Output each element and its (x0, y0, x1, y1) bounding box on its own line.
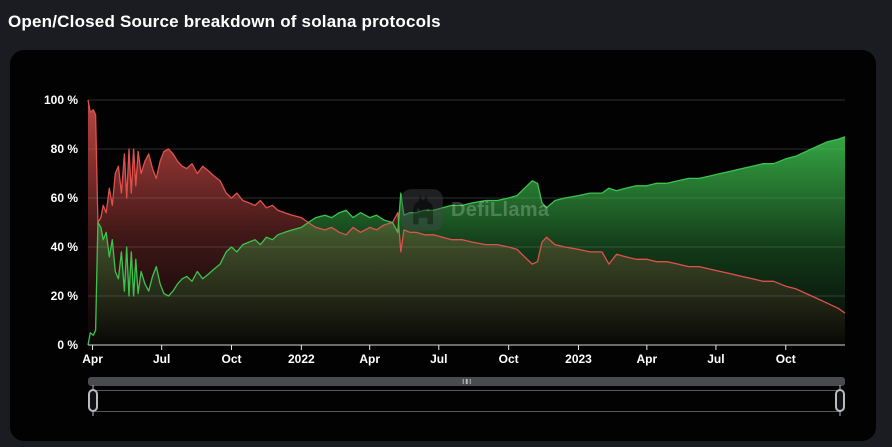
y-axis-tick-label: 100 % (44, 93, 78, 107)
x-axis-tick-label: Jul (153, 352, 170, 366)
x-axis-tick-label: Apr (82, 352, 103, 366)
x-axis-tick-label: Jul (707, 352, 724, 366)
x-axis-tick-label: Apr (636, 352, 657, 366)
y-axis-tick-label: 40 % (51, 240, 79, 254)
line-closed-source (87, 99, 846, 314)
x-axis-tick-label: Apr (359, 352, 380, 366)
zoom-handle-right[interactable] (835, 389, 845, 412)
chart-svg[interactable]: Apr Jul Oct 2022 Apr Jul Oct 2023 Apr Jul Oct 0 % 20… (10, 50, 876, 372)
x-axis-tick-label: Oct (776, 352, 796, 366)
y-axis-tick-label: 0 % (57, 338, 78, 352)
x-axis-tick-label: 2022 (288, 352, 315, 366)
y-axis-tick-label: 60 % (51, 191, 79, 205)
page-title: Open/Closed Source breakdown of solana p… (8, 12, 441, 31)
zoom-range-selection[interactable] (93, 390, 840, 412)
line-open-source (87, 136, 846, 346)
x-axis-tick-label: 2023 (565, 352, 592, 366)
chart-panel: Apr Jul Oct 2022 Apr Jul Oct 2023 Apr Jul Oct 0 % 20… (10, 50, 876, 441)
zoom-handle-left[interactable] (88, 389, 98, 412)
x-axis-tick-label: Oct (499, 352, 519, 366)
x-axis-tick-label: Jul (430, 352, 447, 366)
horizontal-scrollbar[interactable] (88, 377, 845, 386)
x-axis-tick-label: Oct (221, 352, 241, 366)
y-axis-tick-label: 20 % (51, 289, 79, 303)
y-axis-tick-label: 80 % (51, 142, 79, 156)
zoom-range-slider[interactable] (88, 388, 845, 414)
scrollbar-grip-icon[interactable] (462, 379, 471, 384)
